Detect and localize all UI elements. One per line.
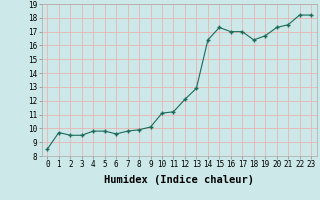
X-axis label: Humidex (Indice chaleur): Humidex (Indice chaleur) [104, 175, 254, 185]
